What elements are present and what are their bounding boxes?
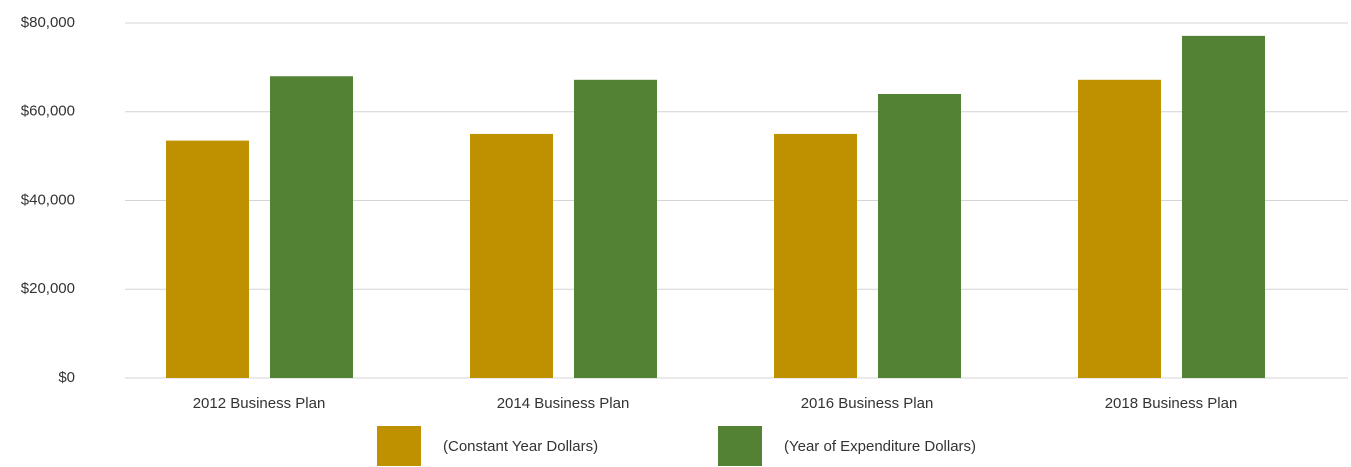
- bar: [1182, 35, 1265, 379]
- bar: [574, 79, 657, 379]
- bar: [470, 133, 553, 378]
- y-tick-label: $40,000: [21, 191, 75, 208]
- bar: [166, 140, 249, 378]
- y-tick-label: $20,000: [21, 280, 75, 297]
- x-tick-label: 2012 Business Plan: [193, 395, 326, 412]
- y-tick-label: $80,000: [21, 14, 75, 31]
- y-tick-label: $60,000: [21, 103, 75, 120]
- legend-label: (Constant Year Dollars): [443, 438, 598, 455]
- x-tick-label: 2014 Business Plan: [497, 395, 630, 412]
- bar: [774, 133, 857, 378]
- legend-swatch: [718, 426, 762, 466]
- bar: [270, 76, 353, 378]
- y-tick-label: $0: [58, 369, 75, 386]
- x-tick-label: 2018 Business Plan: [1105, 395, 1238, 412]
- legend-swatch: [377, 426, 421, 466]
- legend-label: (Year of Expenditure Dollars): [784, 438, 976, 455]
- x-tick-label: 2016 Business Plan: [801, 395, 934, 412]
- bar: [1078, 79, 1161, 379]
- bar: [878, 94, 961, 378]
